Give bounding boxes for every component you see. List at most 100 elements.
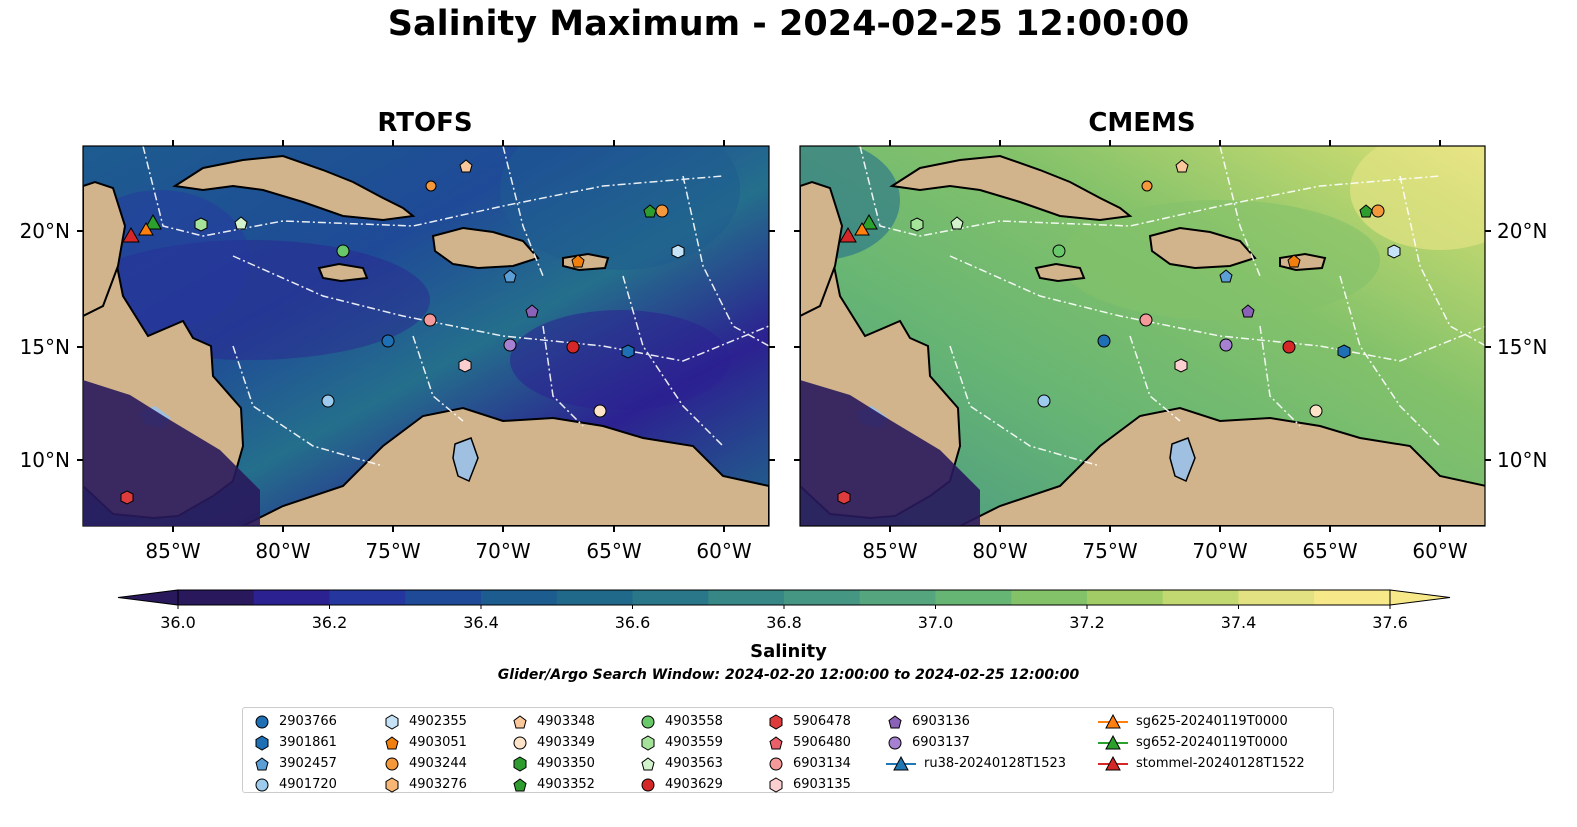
colorbar-segment — [1011, 590, 1088, 605]
pentagon-marker-icon — [888, 714, 902, 728]
legend-column: sg625-20240119T0000 sg652-20240119T0000 st… — [1098, 711, 1305, 774]
legend-item: 3901861 — [253, 732, 337, 753]
legend-item-label: ru38-20240128T1523 — [924, 756, 1067, 771]
legend-item: 4903244 — [383, 753, 467, 774]
colorbar-segment — [178, 590, 255, 605]
colorbar-tick-label: 36.8 — [766, 613, 802, 632]
panel-title-rtofs: RTOFS — [377, 108, 473, 138]
hexagon-marker-icon — [513, 755, 527, 772]
hexagon-marker-icon — [641, 734, 655, 751]
legend-item-label: 3901861 — [279, 735, 337, 750]
legend-item: 4903349 — [511, 732, 595, 753]
triangle-line-marker-icon — [1098, 734, 1128, 749]
colorbar-segment — [708, 590, 785, 605]
legend-item: ru38-20240128T1523 — [886, 753, 1066, 774]
triangle-line-marker-icon — [886, 755, 916, 770]
legend-item-label: 6903134 — [793, 756, 851, 771]
legend-item-label: 4903276 — [409, 777, 467, 792]
pentagon-marker-icon — [769, 735, 783, 749]
legend-item-label: 4903348 — [537, 714, 595, 729]
legend-item-label: 4902355 — [409, 714, 467, 729]
legend-item: 3902457 — [253, 753, 337, 774]
colorbar-segment — [253, 590, 330, 605]
legend-item: 4903352 — [511, 774, 595, 795]
legend-item: 5906478 — [767, 711, 851, 732]
legend-item-label: 4903051 — [409, 735, 467, 750]
legend-item: 4903051 — [383, 732, 467, 753]
legend-column: 4903348 4903349 4903350 4903352 — [511, 711, 595, 795]
legend-column: 6903136 6903137 ru38-20240128T1523 — [886, 711, 1066, 774]
lon-tick-label: 65°W — [586, 539, 641, 563]
colorbar: 36.0 36.2 36.4 36.6 36.8 37.0 37.2 37.4 37.6 — [117, 589, 1451, 632]
colorbar-tick-label: 37.6 — [1372, 613, 1408, 632]
legend-item-label: 4903244 — [409, 756, 467, 771]
legend-column: 2903766 3901861 3902457 4901720 — [253, 711, 337, 795]
legend-item-label: 5906478 — [793, 714, 851, 729]
legend-item: 4903558 — [639, 711, 723, 732]
lon-tick-label: 70°W — [1192, 539, 1247, 563]
legend-item: sg625-20240119T0000 — [1098, 711, 1305, 732]
lon-tick-label: 75°W — [1082, 539, 1137, 563]
lon-tick-label: 75°W — [365, 539, 420, 563]
observation-markers-right — [837, 159, 1401, 505]
legend-item: 4903559 — [639, 732, 723, 753]
map-cmems — [800, 146, 1485, 526]
legend-item: 4903563 — [639, 753, 723, 774]
colorbar-tick-label: 36.0 — [160, 613, 196, 632]
circle-marker-icon — [255, 715, 269, 728]
circle-marker-icon — [641, 715, 655, 728]
legend-item: 4903348 — [511, 711, 595, 732]
lon-tick-label: 70°W — [475, 539, 530, 563]
legend-item-label: 4903563 — [665, 756, 723, 771]
legend-item: 6903136 — [886, 711, 1066, 732]
triangle-line-marker-icon — [1098, 755, 1128, 770]
colorbar-tick-label: 36.6 — [615, 613, 651, 632]
legend-item: 6903137 — [886, 732, 1066, 753]
triangle-line-marker-icon — [1098, 713, 1128, 728]
colorbar-tick-label: 36.2 — [312, 613, 348, 632]
colorbar-tick-label: 37.4 — [1221, 613, 1257, 632]
legend: 2903766 3901861 3902457 4901720 4902355 49030… — [242, 707, 1334, 793]
legend-item: 6903134 — [767, 753, 851, 774]
lon-tick-label: 60°W — [696, 539, 751, 563]
colorbar-label: Salinity — [750, 641, 827, 662]
colorbar-extend-low — [117, 589, 179, 606]
lon-tick-label: 85°W — [145, 539, 200, 563]
legend-item-label: 3902457 — [279, 756, 337, 771]
hexagon-marker-icon — [769, 776, 783, 793]
pentagon-marker-icon — [385, 735, 399, 749]
colorbar-segment — [784, 590, 861, 605]
legend-column: 4903558 4903559 4903563 4903629 — [639, 711, 723, 795]
pentagon-marker-icon — [255, 756, 269, 770]
lon-tick-label: 65°W — [1302, 539, 1357, 563]
legend-item-label: 4903349 — [537, 735, 595, 750]
legend-item: 4901720 — [253, 774, 337, 795]
observation-markers-left — [120, 159, 685, 505]
pentagon-marker-icon — [513, 777, 527, 791]
colorbar-tick-label: 37.0 — [918, 613, 954, 632]
circle-marker-icon — [888, 736, 902, 749]
colorbar-segment — [481, 590, 558, 605]
colorbar-segment — [1087, 590, 1164, 605]
hexagon-marker-icon — [385, 713, 399, 730]
figure-title: Salinity Maximum - 2024-02-25 12:00:00 — [387, 4, 1190, 44]
lon-tick-label: 85°W — [862, 539, 917, 563]
lat-tick-label-left: 10°N — [20, 448, 70, 472]
legend-item-label: 5906480 — [793, 735, 851, 750]
legend-item: 2903766 — [253, 711, 337, 732]
lat-tick-label-left: 15°N — [20, 335, 70, 359]
circle-marker-icon — [513, 736, 527, 749]
legend-item-label: 4903629 — [665, 777, 723, 792]
colorbar-segment — [935, 590, 1012, 605]
legend-item-label: sg625-20240119T0000 — [1136, 714, 1288, 729]
colorbar-segment — [1314, 590, 1391, 605]
hexagon-marker-icon — [385, 776, 399, 793]
legend-item: 4903276 — [383, 774, 467, 795]
colorbar-tick-label: 37.2 — [1069, 613, 1105, 632]
colorbar-segment — [556, 590, 633, 605]
lat-tick-label-right: 15°N — [1497, 335, 1547, 359]
legend-item: sg652-20240119T0000 — [1098, 732, 1305, 753]
colorbar-segment — [632, 590, 709, 605]
colorbar-segment — [1162, 590, 1239, 605]
